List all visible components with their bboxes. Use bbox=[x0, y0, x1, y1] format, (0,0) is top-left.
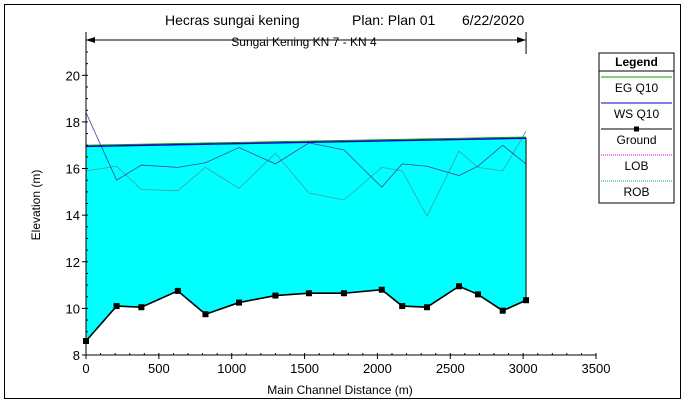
ground-point bbox=[399, 303, 406, 310]
water-surface-fill bbox=[86, 138, 527, 342]
y-tick-label: 12 bbox=[66, 255, 80, 270]
x-tick-label: 1500 bbox=[290, 361, 319, 376]
ground-point bbox=[474, 291, 481, 298]
ground-line bbox=[85, 285, 527, 342]
legend-item-label: LOB bbox=[624, 159, 648, 173]
ground-point bbox=[456, 283, 463, 290]
ground-point bbox=[236, 299, 242, 306]
ground-point bbox=[305, 290, 312, 297]
chart-title: Hecras sungai kening bbox=[165, 12, 300, 28]
ground-point bbox=[174, 287, 181, 294]
y-axis-label: Elevation (m) bbox=[29, 170, 43, 241]
x-tick-label: 0 bbox=[82, 361, 89, 376]
x-axis-label: Main Channel Distance (m) bbox=[267, 383, 412, 397]
legend-item-label: WS Q10 bbox=[614, 107, 660, 121]
y-tick-label: 18 bbox=[66, 115, 80, 130]
legend-marker bbox=[634, 126, 639, 132]
x-tick-label: 1000 bbox=[217, 361, 246, 376]
x-tick-label: 2500 bbox=[436, 361, 465, 376]
reach-arrow-right bbox=[517, 37, 527, 43]
plot-area: 8 10 12 14 16 18 20 0 500 1000 1500 2000 2500 3000 350… bbox=[66, 42, 611, 376]
y-tick-label: 20 bbox=[66, 68, 80, 83]
reach-arrow-left bbox=[86, 37, 95, 43]
x-tick-label: 3500 bbox=[582, 361, 611, 376]
y-tick-label: 8 bbox=[73, 348, 80, 363]
x-tick-label: 500 bbox=[148, 361, 170, 376]
eg-line bbox=[85, 136, 527, 146]
legend-title: Legend bbox=[615, 55, 658, 69]
date-label: 6/22/2020 bbox=[462, 12, 524, 28]
x-tick-label: 3000 bbox=[509, 361, 538, 376]
reach-label: Sungai Kening KN 7 - KN 4 bbox=[231, 35, 377, 49]
y-tick-label: 14 bbox=[66, 208, 80, 223]
ground-point bbox=[138, 304, 145, 311]
legend-item-label: Ground bbox=[616, 133, 656, 147]
ground-point bbox=[113, 303, 120, 310]
y-tick-label: 16 bbox=[66, 162, 80, 177]
ground-point bbox=[499, 307, 506, 314]
ground-point bbox=[202, 311, 209, 318]
ground-point bbox=[423, 304, 430, 311]
legend-item-label: EG Q10 bbox=[615, 81, 659, 95]
ground-point bbox=[340, 290, 347, 297]
legend-item-label: ROB bbox=[623, 185, 649, 199]
plan-label: Plan: Plan 01 bbox=[352, 12, 435, 28]
y-tick-label: 10 bbox=[66, 301, 80, 316]
legend: Legend EG Q10 WS Q10 Ground LOB ROB bbox=[598, 52, 675, 204]
lob-line bbox=[85, 112, 527, 188]
x-tick-label: 2000 bbox=[363, 361, 392, 376]
rob-line bbox=[85, 131, 527, 218]
ground-point bbox=[378, 286, 385, 293]
ws-line bbox=[85, 137, 527, 148]
ground-point bbox=[272, 292, 279, 299]
